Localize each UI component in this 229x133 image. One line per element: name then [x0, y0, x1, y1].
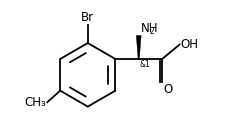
Text: &1: &1: [139, 61, 150, 69]
Text: NH: NH: [140, 22, 158, 35]
Text: 2: 2: [149, 27, 154, 36]
Polygon shape: [136, 36, 141, 59]
Text: CH₃: CH₃: [24, 95, 46, 109]
Text: OH: OH: [180, 38, 198, 51]
Text: O: O: [163, 83, 172, 96]
Text: Br: Br: [81, 11, 94, 24]
